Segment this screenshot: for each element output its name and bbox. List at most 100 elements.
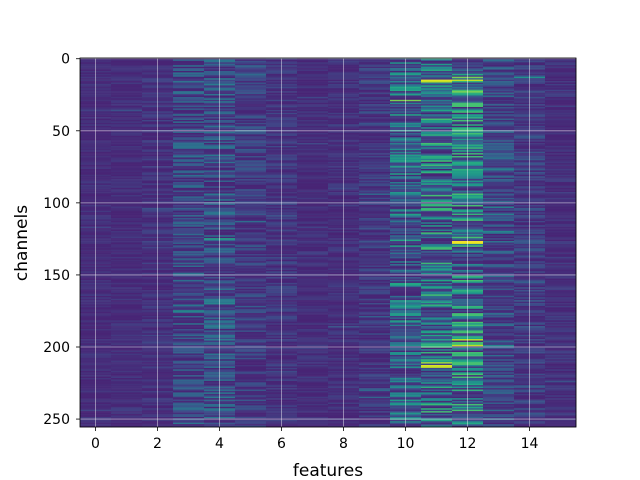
heatmap-cell <box>483 422 515 425</box>
heatmap-cell <box>483 303 515 305</box>
heatmap-cell <box>173 314 205 317</box>
heatmap-cell <box>297 184 329 187</box>
heatmap-cell <box>173 114 205 116</box>
heatmap-cell <box>359 365 391 367</box>
heatmap-cell <box>173 151 205 154</box>
heatmap-cell <box>421 264 453 266</box>
heatmap-cell <box>359 63 391 66</box>
heatmap-cell <box>545 255 577 258</box>
heatmap-cell <box>235 137 267 140</box>
heatmap-cell <box>173 300 205 302</box>
heatmap-cell <box>359 359 391 361</box>
heatmap-cell <box>545 95 577 98</box>
heatmap-cell <box>545 105 577 108</box>
heatmap-cell <box>545 205 577 207</box>
heatmap-cell <box>297 278 329 281</box>
heatmap-cell <box>359 292 391 295</box>
heatmap-cell <box>483 210 515 213</box>
heatmap-cell <box>111 200 143 203</box>
heatmap-cell <box>111 174 143 177</box>
heatmap-cell <box>297 347 329 350</box>
heatmap-cell <box>111 411 143 413</box>
heatmap-cell <box>173 69 205 72</box>
heatmap-cell <box>545 414 577 416</box>
heatmap-cell <box>297 406 329 409</box>
heatmap-cell <box>111 421 143 423</box>
heatmap-cell <box>235 89 267 92</box>
heatmap-cell <box>297 199 329 201</box>
heatmap-cell <box>173 396 205 399</box>
heatmap-cell <box>483 362 515 364</box>
heatmap-cell <box>111 330 143 333</box>
heatmap-cell <box>359 268 391 271</box>
heatmap-cell <box>545 196 577 199</box>
heatmap-cell <box>545 337 577 340</box>
heatmap-cell <box>111 157 143 160</box>
heatmap-cell <box>483 300 515 302</box>
heatmap-cell <box>235 154 267 157</box>
heatmap-cell <box>297 366 329 369</box>
heatmap-cell <box>111 324 143 327</box>
heatmap-cell <box>545 151 577 154</box>
heatmap-cell <box>359 81 391 83</box>
heatmap-cell <box>421 300 453 302</box>
heatmap-cell <box>235 370 267 373</box>
heatmap-cell <box>173 229 205 232</box>
heatmap-cell <box>111 68 143 70</box>
heatmap-cell <box>173 424 205 426</box>
heatmap-cell <box>111 285 143 288</box>
heatmap-cell <box>483 317 515 320</box>
heatmap-cell <box>421 360 453 363</box>
heatmap-cell <box>297 134 329 137</box>
heatmap-cell <box>297 245 329 248</box>
heatmap-cell <box>545 91 577 93</box>
heatmap-cell <box>297 320 329 323</box>
heatmap-cell <box>173 246 205 249</box>
heatmap-cell <box>421 297 453 300</box>
heatmap-cell <box>173 295 205 298</box>
heatmap-cell <box>421 131 453 134</box>
heatmap-cell <box>545 380 577 383</box>
heatmap-cell <box>545 386 577 389</box>
heatmap-cell <box>173 167 205 170</box>
heatmap-cell <box>297 272 329 275</box>
heatmap-cell <box>297 375 329 377</box>
heatmap-cell <box>173 360 205 363</box>
heatmap-cell <box>359 367 391 370</box>
heatmap-cell <box>545 127 577 129</box>
heatmap-cell <box>111 131 143 134</box>
heatmap-cell <box>483 268 515 271</box>
heatmap-cell <box>545 308 577 311</box>
heatmap-cell <box>421 167 453 170</box>
heatmap-cell <box>173 268 205 271</box>
heatmap-cell <box>545 369 577 372</box>
heatmap-cell <box>421 218 453 220</box>
heatmap-cell <box>359 278 391 281</box>
heatmap-cell <box>545 382 577 385</box>
heatmap-cell <box>483 314 515 317</box>
heatmap-cell <box>359 206 391 209</box>
heatmap-cell <box>483 316 515 318</box>
heatmap-cell <box>483 209 515 212</box>
heatmap-cell <box>235 424 267 426</box>
heatmap-cell <box>483 245 515 248</box>
heatmap-cell <box>483 95 515 98</box>
heatmap-cell <box>297 341 329 344</box>
heatmap-cell <box>297 382 329 385</box>
heatmap-cell <box>359 184 391 187</box>
heatmap-cell <box>111 268 143 271</box>
heatmap-cell <box>235 290 267 292</box>
heatmap-cell <box>297 73 329 76</box>
heatmap-cell <box>545 241 577 243</box>
heatmap-cell <box>359 199 391 201</box>
heatmap-cell <box>297 125 329 128</box>
heatmap-cell <box>421 339 453 341</box>
heatmap-cell <box>111 117 143 119</box>
heatmap-cell <box>111 326 143 328</box>
heatmap-cell <box>235 386 267 389</box>
heatmap-cell <box>297 223 329 226</box>
heatmap-cell <box>173 256 205 259</box>
heatmap-cell <box>235 339 267 341</box>
heatmap-cell <box>173 216 205 219</box>
heatmap-cell <box>297 99 329 102</box>
